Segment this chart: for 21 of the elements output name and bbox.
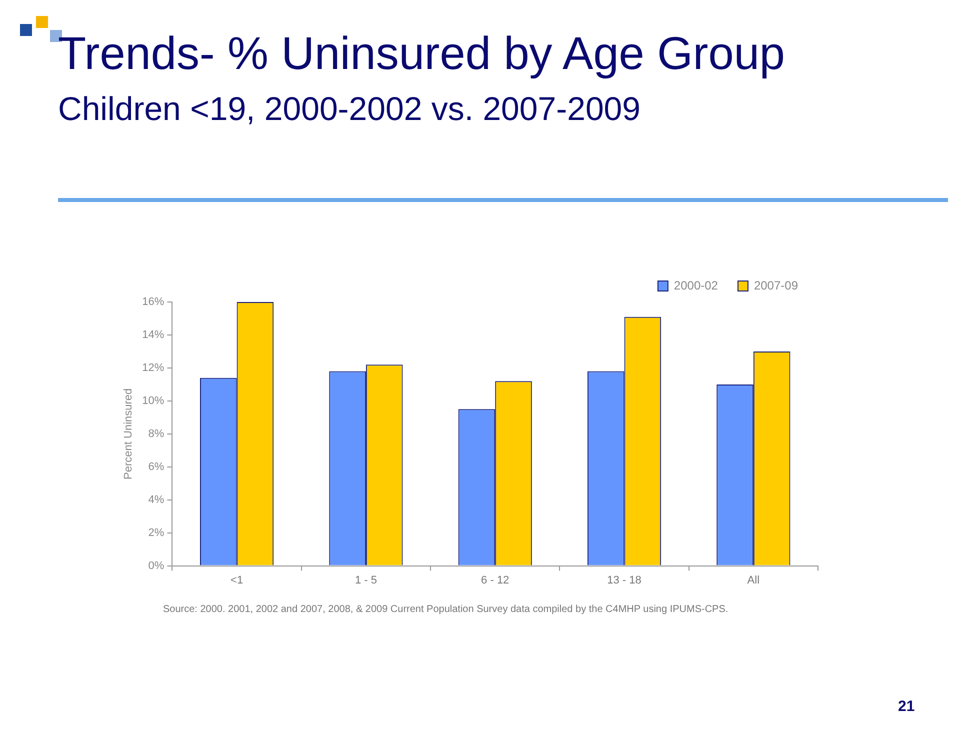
source-note: Source: 2000. 2001, 2002 and 2007, 2008, & 2009 Current Population Survey data compiled by the C4MHP using IPUMS-CPS. <box>163 604 728 615</box>
legend-label: 2000-02 <box>674 278 718 292</box>
y-tick-label: 2% <box>148 526 164 539</box>
y-tick-label: 14% <box>142 329 164 342</box>
y-axis-title: Percent Uninsured <box>122 388 135 480</box>
x-tick-label: 6 - 12 <box>481 574 510 586</box>
y-tick-label: 0% <box>148 560 164 572</box>
x-tick-label: All <box>747 574 760 586</box>
chart-subtitle: Children <19, 2000-2002 vs. 2007-2009 <box>58 90 641 128</box>
x-tick-label: <1 <box>230 574 244 586</box>
x-tick-label: 1 - 5 <box>354 574 377 586</box>
y-tick-label: 6% <box>148 460 164 473</box>
y-tick-label: 4% <box>148 494 164 506</box>
x-tick-label: 13 - 18 <box>607 574 642 586</box>
chart-title: Trends- % Uninsured by Age Group <box>58 26 785 80</box>
y-tick-label: 12% <box>142 362 164 374</box>
y-tick-label: 8% <box>148 428 164 440</box>
legend-label: 2007-09 <box>754 278 798 292</box>
y-tick-label: 16% <box>142 296 164 308</box>
text: 21 <box>898 698 915 715</box>
y-tick-label: 10% <box>142 394 164 407</box>
